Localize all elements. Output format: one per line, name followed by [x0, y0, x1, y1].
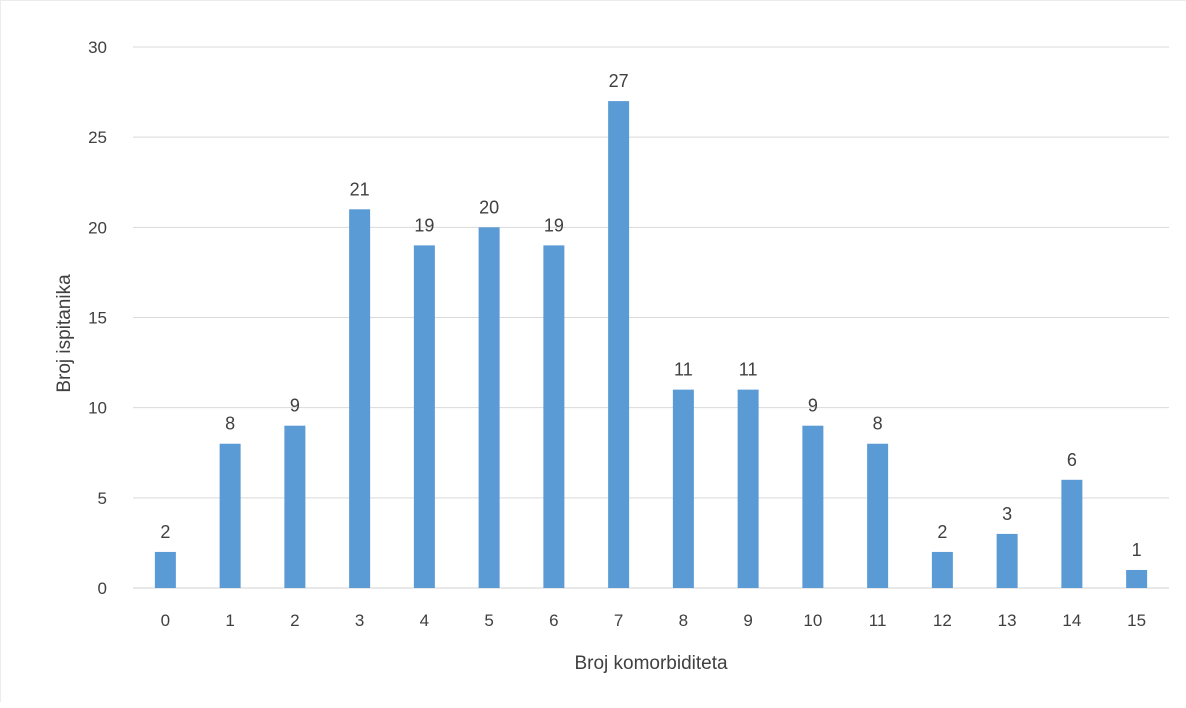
- bar: [996, 533, 1018, 588]
- x-tick-label: 11: [869, 611, 887, 630]
- y-tick-label: 25: [88, 128, 107, 147]
- x-tick-label: 13: [998, 611, 1017, 630]
- data-labels: 2 8 9 21 19 20 19 27 11 11 9 8 2 3 6 1: [160, 71, 1141, 560]
- data-label: 21: [350, 179, 370, 199]
- bar: [867, 443, 889, 588]
- x-tick-label: 12: [933, 611, 952, 630]
- data-label: 11: [739, 360, 758, 380]
- y-tick-label: 0: [98, 579, 107, 598]
- y-tick-label: 10: [88, 399, 107, 418]
- y-tick-label: 5: [98, 489, 107, 508]
- x-tick-label: 0: [161, 611, 170, 630]
- data-label: 11: [674, 360, 693, 380]
- y-tick-labels: 0 5 10 15 20 25 30: [88, 38, 107, 598]
- x-tick-label: 5: [484, 611, 493, 630]
- bar: [1126, 569, 1148, 588]
- data-label: 9: [290, 396, 300, 416]
- y-axis-title: Broj ispitanika: [54, 274, 75, 393]
- bar: [219, 443, 241, 588]
- bar: [543, 245, 565, 588]
- bars: [154, 101, 1148, 589]
- y-tick-label: 30: [88, 38, 107, 57]
- x-axis-title: Broj komorbiditeta: [574, 653, 728, 674]
- data-label: 2: [937, 522, 947, 542]
- bar: [1061, 479, 1083, 588]
- bar: [931, 551, 953, 588]
- data-label: 19: [544, 215, 564, 235]
- y-tick-label: 20: [88, 218, 107, 237]
- bar: [284, 425, 306, 588]
- bar: [672, 389, 694, 588]
- data-label: 2: [160, 522, 170, 542]
- data-label: 1: [1132, 540, 1142, 560]
- bar: [478, 227, 500, 589]
- x-tick-label: 8: [679, 611, 688, 630]
- x-tick-label: 7: [614, 611, 623, 630]
- data-label: 3: [1002, 504, 1012, 524]
- data-label: 19: [414, 215, 434, 235]
- x-tick-label: 3: [355, 611, 364, 630]
- bar: [802, 425, 824, 588]
- data-label: 27: [609, 71, 629, 91]
- gridlines: [133, 46, 1169, 589]
- data-label: 20: [479, 197, 499, 217]
- x-tick-label: 10: [803, 611, 822, 630]
- x-tick-label: 4: [420, 611, 429, 630]
- bar: [413, 245, 435, 588]
- bar: [349, 209, 371, 589]
- data-label: 8: [225, 414, 235, 434]
- x-tick-label: 15: [1127, 611, 1146, 630]
- data-label: 8: [873, 414, 883, 434]
- bar: [737, 389, 759, 588]
- x-tick-label: 9: [743, 611, 752, 630]
- data-label: 9: [808, 396, 818, 416]
- x-tick-label: 14: [1062, 611, 1081, 630]
- bar: [154, 551, 176, 588]
- x-tick-label: 1: [225, 611, 234, 630]
- x-tick-label: 6: [549, 611, 558, 630]
- x-tick-label: 2: [290, 611, 299, 630]
- y-tick-label: 15: [88, 309, 107, 328]
- bar: [608, 101, 630, 588]
- x-tick-labels: 0 1 2 3 4 5 6 7 8 9 10 11 12 13 14 15: [161, 611, 1146, 630]
- data-label: 6: [1067, 450, 1077, 470]
